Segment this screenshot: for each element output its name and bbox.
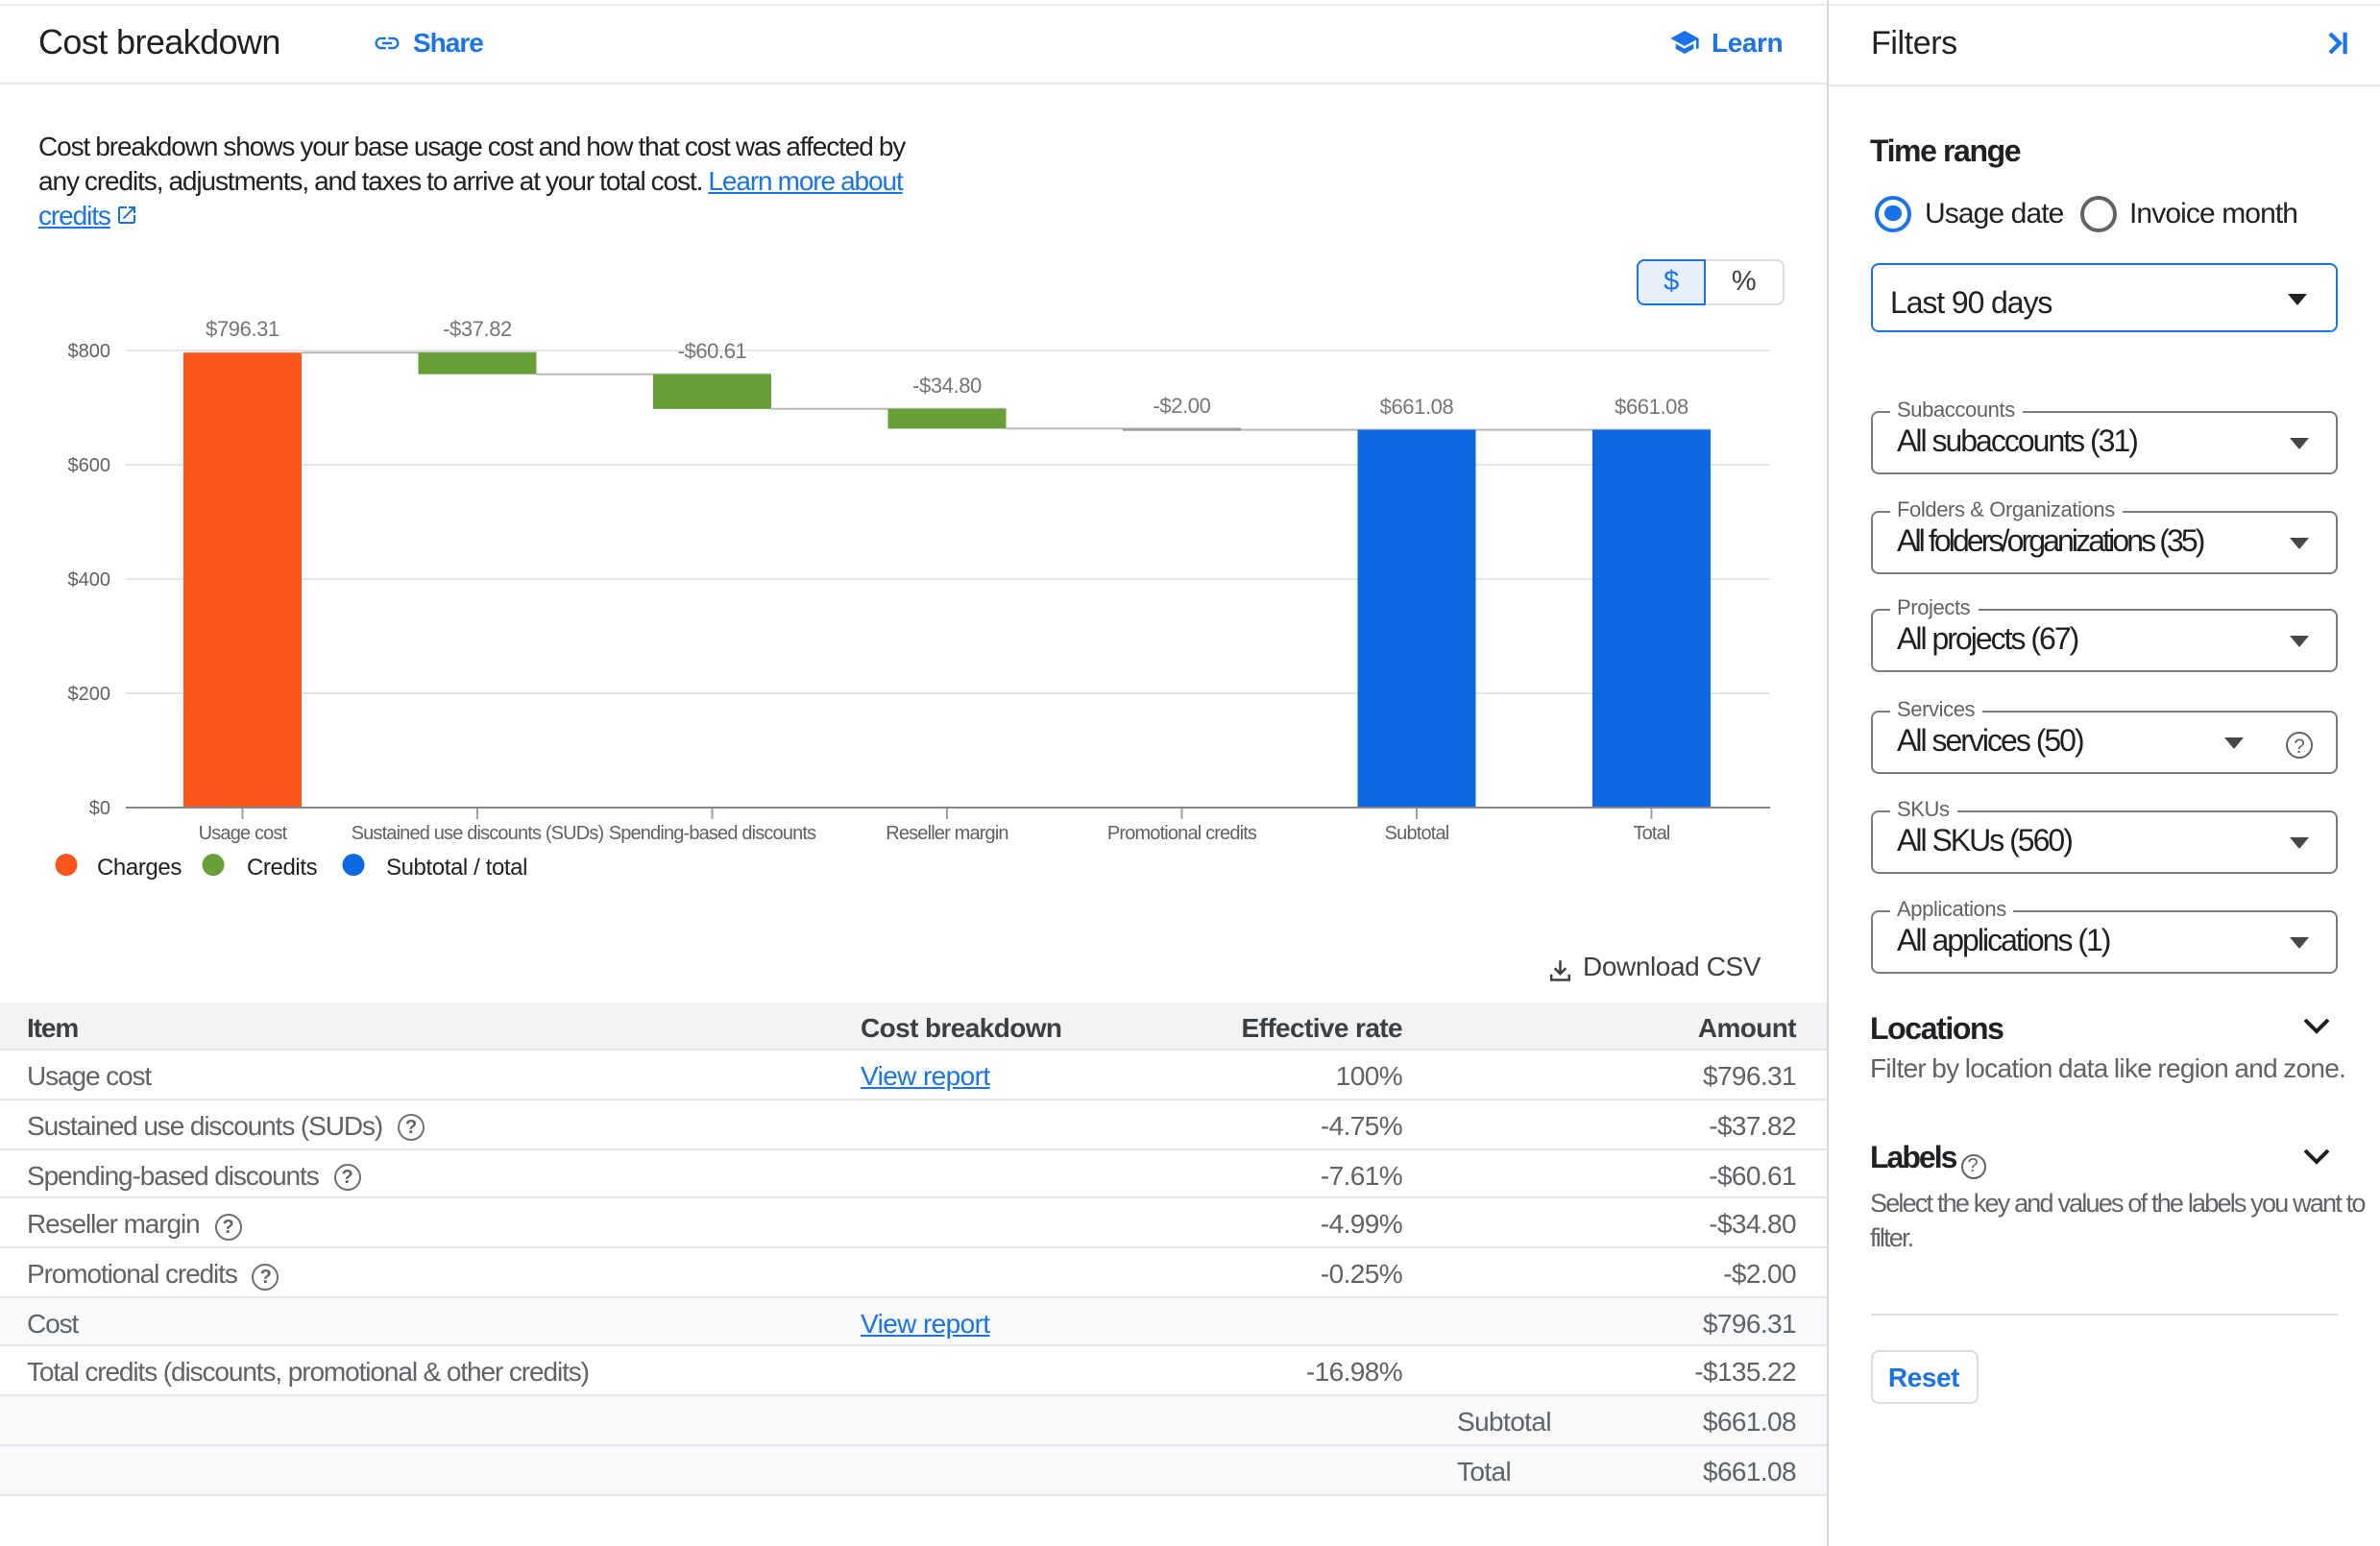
svg-text:-$34.80: -$34.80 bbox=[912, 374, 982, 398]
svg-text:-$60.61: -$60.61 bbox=[678, 339, 747, 363]
svg-text:Spending-based discounts: Spending-based discounts bbox=[609, 823, 816, 844]
svg-text:$661.08: $661.08 bbox=[1380, 395, 1454, 419]
svg-text:$796.31: $796.31 bbox=[206, 317, 279, 341]
svg-text:Sustained use discounts (SUDs): Sustained use discounts (SUDs) bbox=[352, 823, 604, 844]
svg-text:$661.08: $661.08 bbox=[1615, 395, 1688, 419]
svg-text:Promotional credits: Promotional credits bbox=[1107, 823, 1257, 844]
svg-text:Credits: Credits bbox=[247, 855, 318, 881]
svg-text:Subtotal: Subtotal bbox=[1385, 823, 1449, 844]
svg-text:$400: $400 bbox=[68, 569, 111, 591]
svg-text:$800: $800 bbox=[68, 341, 111, 362]
svg-text:$200: $200 bbox=[68, 684, 111, 705]
svg-text:-$2.00: -$2.00 bbox=[1154, 394, 1211, 418]
svg-text:Reseller margin: Reseller margin bbox=[886, 823, 1008, 844]
svg-text:Subtotal / total: Subtotal / total bbox=[386, 855, 527, 881]
svg-text:$600: $600 bbox=[68, 455, 111, 476]
svg-text:Usage cost: Usage cost bbox=[199, 823, 288, 844]
svg-text:$0: $0 bbox=[89, 798, 110, 819]
svg-text:-$37.82: -$37.82 bbox=[443, 317, 512, 341]
svg-text:Total: Total bbox=[1633, 823, 1669, 844]
svg-text:Charges: Charges bbox=[97, 855, 182, 881]
